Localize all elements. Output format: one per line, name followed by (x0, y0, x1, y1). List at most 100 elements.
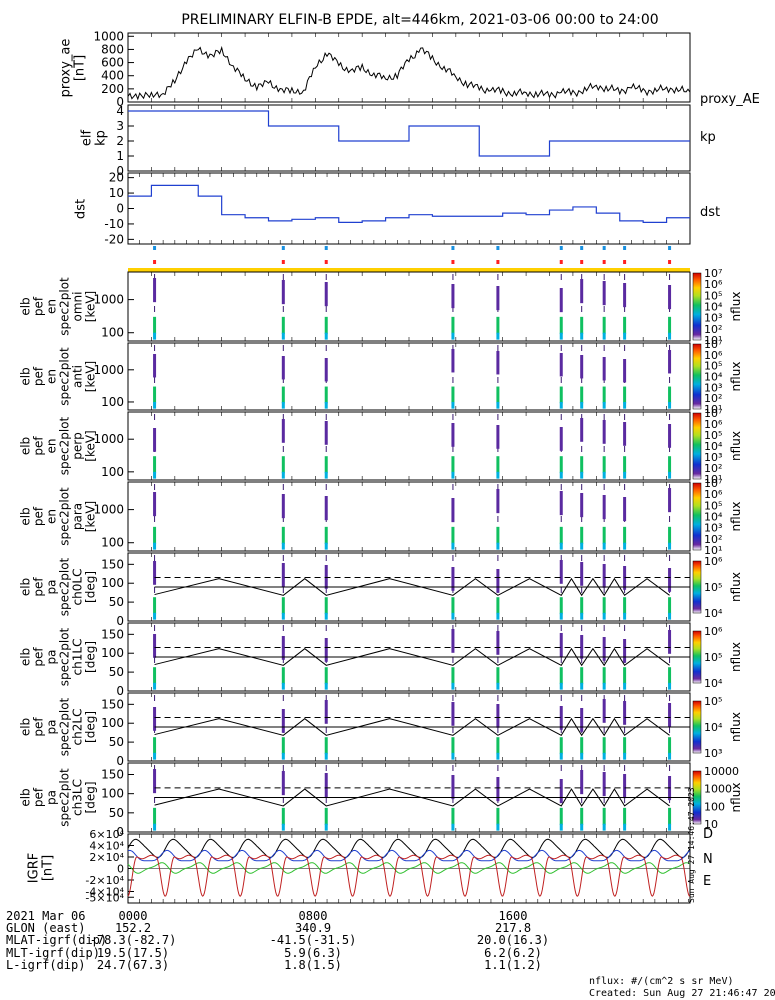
y-tick-label: 0 (116, 825, 124, 839)
ylabel-line: en (45, 439, 59, 454)
y-tick-label: 4 (116, 104, 124, 118)
ylabel-line: pef (32, 787, 46, 807)
igrf-legend-entry: N (703, 852, 713, 867)
pass-streak-low (153, 401, 157, 409)
ylabel-line: en (45, 509, 59, 524)
pass-streak-core (580, 386, 584, 404)
dst-legend: dst (700, 205, 720, 220)
energy-panel-ylabel: elb pef en spec2plot perp [keV] (19, 416, 98, 475)
proxy-ae-line (127, 45, 691, 101)
pass-streak (496, 425, 500, 449)
field-angle-trace (154, 647, 670, 667)
pass-streak (496, 631, 500, 655)
y-tick-label: 4×10⁴ (89, 840, 124, 853)
colorbar-tick-label: 10⁶ (704, 418, 723, 431)
pass-streak-low (668, 401, 672, 409)
y-tick-label: 0 (116, 164, 124, 178)
pass-streak-core (153, 807, 157, 826)
colorbar-tick-label: 10² (704, 323, 722, 336)
pass-streak-low (559, 682, 563, 690)
y-tick-label: 0 (116, 614, 124, 628)
footer-cell: 0800 (298, 909, 328, 923)
pass-marker-red (668, 260, 672, 264)
colorbar-tick-label: 10³ (704, 522, 722, 535)
pass-streak-low (281, 823, 285, 831)
pass-streak-low (451, 401, 455, 409)
pass-streak-low (153, 471, 157, 479)
ylabel-line: ch1LC (71, 639, 85, 676)
pass-streak-core (496, 456, 500, 474)
dst-ylabel: dst (74, 199, 89, 219)
ylabel-line: para (71, 503, 85, 530)
pass-streak (580, 418, 584, 442)
pass-marker-blue (559, 246, 563, 250)
footer-row-label: MLAT-igrf(dip) (6, 933, 108, 948)
ylabel-line: [keV] (84, 291, 98, 322)
pass-streak-low (324, 332, 328, 340)
footer-cell: -78.3(-82.7) (89, 933, 177, 948)
pass-streak-core (153, 667, 157, 685)
pass-streak-core (580, 456, 584, 474)
pass-streak (451, 567, 455, 591)
pass-streak-low (324, 823, 328, 831)
pass-streak (281, 280, 285, 305)
pass-streak (580, 708, 584, 732)
colorbar-gradient (692, 412, 702, 480)
y-tick-label: 600 (101, 56, 124, 70)
pass-marker-red (496, 260, 500, 264)
ylabel-line: elb (19, 367, 33, 385)
y-tick-label: 800 (101, 42, 124, 56)
colorbar-label: nflux (729, 572, 743, 602)
colorbar-tick-label: 10⁵ (704, 289, 722, 302)
pass-streak (496, 489, 500, 514)
colorbar-tick-label: 10⁴ (704, 677, 723, 690)
pass-streak (324, 638, 328, 662)
pass-streak-low (153, 542, 157, 550)
colorbar-label: nflux (729, 292, 743, 322)
pass-streak-low (602, 823, 606, 831)
ylabel-line: kp (94, 130, 109, 146)
pass-streak-core (668, 667, 672, 685)
ylabel-line: [deg] (84, 641, 98, 673)
igrf-series-line (127, 862, 691, 874)
y-tick-label: 150 (101, 768, 124, 782)
colorbar-label-text: nflux (729, 712, 743, 742)
ylabel-line: pa (45, 720, 59, 735)
pass-streak (602, 281, 606, 306)
pass-streak-low (281, 401, 285, 409)
pass-streak-core (623, 316, 627, 335)
pass-streak (496, 286, 500, 311)
pass-streak (668, 488, 672, 513)
pass-marker-blue (324, 246, 328, 250)
pass-streak (559, 779, 563, 804)
y-tick-label: 2 (116, 134, 124, 148)
energy-panel-ylabel: elb pef en spec2plot anti [keV] (19, 347, 98, 406)
ylabel-line: pef (32, 647, 46, 667)
colorbar: 10⁶ 10⁵ 10⁴ nflux (692, 625, 743, 690)
pass-streak-low (580, 401, 584, 409)
pass-streak-core (580, 807, 584, 826)
energy-panel-frame (127, 342, 691, 411)
pass-streak-low (281, 542, 285, 550)
pass-streak-low (580, 612, 584, 620)
igrf-ylabel: IGRF [nT] (27, 853, 56, 883)
pass-streak-low (668, 542, 672, 550)
colorbar-tick-label: 10⁴ (704, 440, 723, 453)
pass-streak (281, 636, 285, 660)
footer-cell: 1600 (498, 909, 528, 923)
colorbar-label-text: nflux (729, 783, 743, 813)
pass-streak-core (623, 807, 627, 826)
ylabel-line: pef (32, 577, 46, 597)
pass-streak-core (153, 737, 157, 755)
pass-streak-core (451, 667, 455, 685)
pass-streak-core (602, 386, 606, 404)
colorbar-tick-label: 10⁵ (704, 695, 722, 708)
pass-marker-red (580, 260, 584, 264)
pass-streak-low (324, 401, 328, 409)
pass-streak (580, 562, 584, 586)
pass-streak (602, 772, 606, 797)
y-tick-label: -10 (104, 217, 124, 231)
pass-streak-low (281, 752, 285, 760)
pass-streak-core (559, 456, 563, 474)
